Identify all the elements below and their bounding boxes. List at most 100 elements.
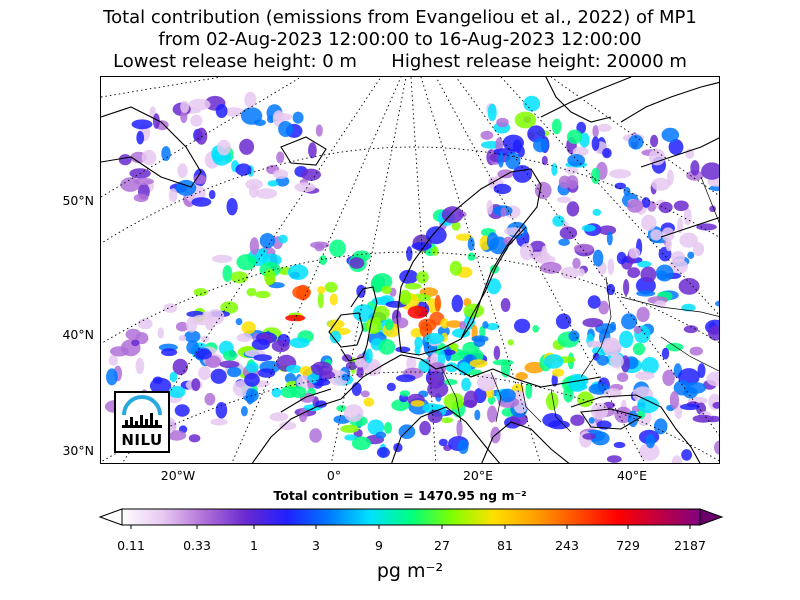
concentration-cell — [499, 388, 516, 403]
concentration-cell — [210, 368, 227, 384]
colorbar-tick-2: 1 — [250, 538, 258, 553]
concentration-cell — [545, 392, 559, 411]
concentration-cell — [246, 361, 259, 373]
concentration-cell — [249, 237, 260, 255]
concentration-cell — [169, 371, 178, 383]
concentration-cell — [692, 242, 705, 256]
concentration-cell — [683, 386, 698, 399]
concentration-cell — [678, 278, 700, 295]
concentration-cell — [658, 201, 673, 214]
concentration-cell — [451, 294, 463, 313]
colorbar-tick-4: 9 — [375, 538, 383, 553]
map-title-line-3: Lowest release height: 0 m Highest relea… — [113, 51, 687, 72]
concentration-cell — [443, 379, 458, 386]
concentration-cell — [245, 388, 255, 405]
concentration-cell — [186, 340, 200, 355]
concentration-cell — [479, 325, 486, 339]
concentration-cell — [152, 113, 160, 129]
concentration-cell — [244, 373, 260, 387]
colorbar-tick-6: 81 — [497, 538, 513, 553]
concentration-cell — [598, 225, 617, 235]
concentration-cell — [621, 313, 638, 330]
concentration-cell — [355, 357, 366, 368]
concentration-cell — [668, 258, 688, 275]
concentration-cell — [188, 98, 211, 111]
concentration-map — [101, 77, 719, 463]
concentration-cell — [641, 197, 651, 208]
concentration-cell — [255, 290, 271, 299]
concentration-cell — [532, 325, 539, 333]
concentration-cell — [639, 443, 660, 461]
concentration-cell — [438, 438, 448, 447]
concentration-cell — [257, 368, 276, 378]
concentration-cell — [541, 155, 548, 166]
concentration-cell — [396, 374, 416, 383]
concentration-cell — [399, 390, 411, 397]
concentration-cell — [319, 255, 328, 266]
concentration-cell — [602, 339, 622, 356]
concentration-cell — [587, 295, 601, 309]
concentration-cell — [606, 231, 613, 246]
concentration-cell — [648, 148, 666, 166]
concentration-cell — [515, 372, 528, 381]
concentration-cell — [635, 371, 655, 381]
concentration-cell — [487, 103, 497, 122]
colorbar-tick-8: 729 — [616, 538, 640, 553]
concentration-cell — [289, 337, 310, 349]
concentration-cell — [180, 100, 190, 113]
concentration-cell — [701, 162, 719, 180]
concentration-cell — [278, 234, 288, 244]
concentration-cell — [486, 278, 501, 295]
concentration-cell — [443, 393, 465, 410]
concentration-cell — [367, 419, 385, 436]
concentration-cell — [434, 294, 441, 312]
lon-label-20e: 20°E — [462, 468, 494, 483]
concentration-cell — [619, 330, 634, 348]
concentration-cell — [276, 151, 285, 164]
nilu-logo-graphic — [122, 395, 162, 428]
concentration-cell — [106, 368, 118, 386]
concentration-cell — [690, 160, 700, 176]
graticule — [101, 77, 719, 463]
concentration-cell — [352, 304, 375, 322]
concentration-cell — [651, 177, 671, 191]
concentration-cell — [178, 335, 187, 342]
concentration-cell — [251, 338, 270, 351]
concentration-cell — [378, 339, 396, 355]
concentration-cell — [671, 455, 683, 463]
colorbar-gradient — [121, 508, 701, 526]
concentration-cell — [227, 366, 242, 378]
concentration-cell — [239, 138, 255, 155]
concentration-cell — [637, 260, 652, 268]
concentration-cell — [542, 413, 563, 428]
concentration-cell — [356, 366, 364, 378]
concentration-cell — [329, 330, 341, 344]
lat-label-50n: 50°N — [62, 193, 94, 208]
concentration-cell — [609, 354, 624, 369]
concentration-cell — [558, 238, 570, 246]
concentration-cell — [596, 355, 609, 366]
concentration-cell — [175, 179, 197, 196]
concentration-cell — [628, 247, 641, 259]
concentration-cell — [572, 257, 581, 269]
concentration-cell — [406, 355, 417, 372]
concentration-cell — [329, 293, 338, 306]
concentration-cell — [343, 404, 364, 422]
total-contribution-label: Total contribution = 1470.95 ng m⁻² — [273, 488, 527, 503]
concentration-cell — [360, 390, 370, 398]
concentration-cell — [191, 314, 214, 326]
concentration-cell — [668, 139, 684, 155]
map-panel — [100, 76, 720, 464]
concentration-cell — [525, 382, 533, 399]
concentration-cell — [712, 401, 719, 409]
concentration-cell — [269, 412, 289, 422]
concentration-cell — [567, 154, 586, 167]
concentration-cell — [570, 414, 585, 426]
concentration-cell — [393, 442, 403, 453]
concentration-cell — [184, 330, 201, 343]
concentration-cell — [424, 333, 445, 344]
concentration-cell — [287, 264, 309, 280]
concentration-cell — [507, 339, 514, 346]
concentration-cell — [461, 377, 471, 392]
concentration-cell — [591, 136, 600, 151]
